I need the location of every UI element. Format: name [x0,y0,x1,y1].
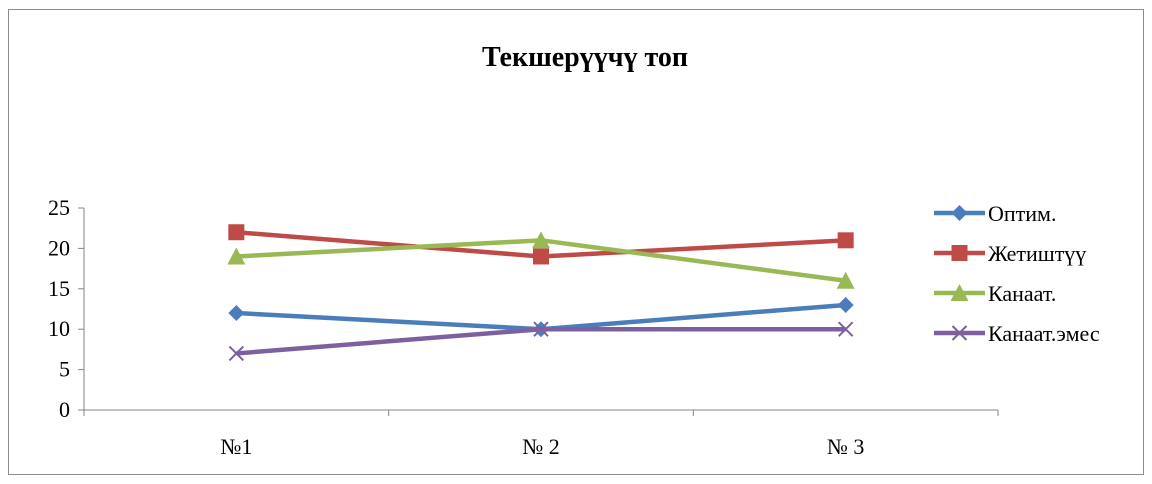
data-point [533,321,549,337]
series-group [227,224,855,362]
x-marker-stroke [228,345,245,362]
x-tick-label: № 3 [827,434,865,459]
x-marker-stroke [837,321,854,337]
legend-marker [951,325,968,341]
y-tick-label: 15 [48,276,70,301]
y-tick-label: 5 [59,357,70,382]
data-point [228,345,245,362]
data-point [837,232,854,249]
legend-entry: Оптим. [934,201,1056,226]
data-point [228,305,245,322]
data-point [228,224,245,241]
legend: Оптим. Жетиштүү Канаат. Канаат.эмес [934,201,1100,346]
legend-marker [950,284,969,301]
series [228,321,854,362]
data-point [837,321,854,337]
chart-title: Текшерүүчү топ [482,42,688,73]
x-tick-label: № 2 [522,434,560,459]
y-tick-label: 0 [59,397,70,422]
data-point [837,296,854,313]
legend-entry: Жетиштүү [934,241,1086,266]
legend-label: Оптим. [988,201,1056,226]
x-tick-label: №1 [220,434,252,459]
x-marker-stroke [533,321,549,337]
legend-label: Канаат. [988,281,1056,306]
series [228,224,854,265]
legend-marker [951,245,968,261]
chart-frame [8,9,1144,475]
x-marker-stroke [951,325,968,341]
data-point [532,231,550,249]
data-point [533,248,549,265]
data-point [836,271,855,289]
axes: 0 5 10 15 20 25 №1 № 2 № 3 [48,195,999,459]
legend-marker [951,205,968,221]
legend-label: Канаат.эмес [988,321,1100,346]
y-tick-label: 10 [48,316,70,341]
series [227,231,855,289]
data-point [227,247,246,265]
legend-entry: Канаат.эмес [934,321,1100,346]
y-tick-label: 20 [48,235,70,260]
legend-label: Жетиштүү [988,241,1086,266]
legend-entry: Канаат. [934,281,1056,306]
y-tick-label: 25 [48,195,70,220]
